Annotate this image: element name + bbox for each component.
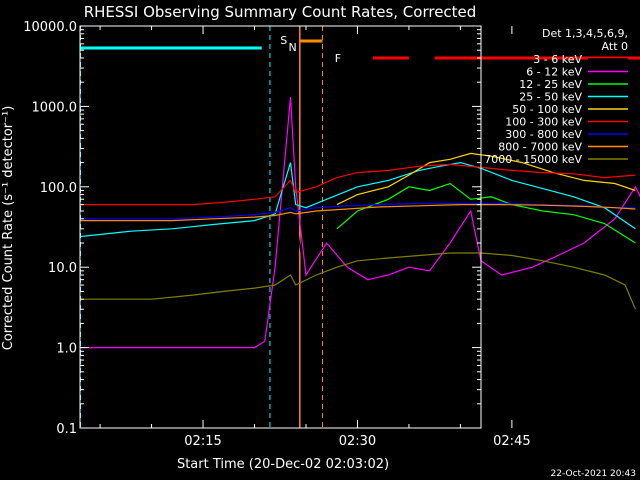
plot-frame — [79, 25, 482, 429]
x-axis-label: Start Time (20-Dec-02 02:03:02) — [177, 457, 389, 472]
legend-entry-label: 3 - 6 keV — [533, 53, 582, 66]
y-tick-label: 10000.0 — [23, 20, 77, 35]
timestamp: 22-Oct-2021 20:43 — [551, 469, 636, 479]
series-line-7000-15000-keV — [79, 252, 636, 310]
y-tick-label: 100.0 — [40, 181, 77, 196]
y-tick-label: 1.0 — [56, 342, 77, 357]
legend-entry-label: 6 - 12 keV — [526, 66, 582, 79]
x-tick-label: 02:15 — [184, 434, 221, 449]
night-flag-label: N — [288, 41, 296, 54]
legend-entry-label: 25 - 50 keV — [519, 91, 582, 104]
x-tick-label: 02:30 — [339, 434, 376, 449]
series-layer — [79, 97, 640, 349]
legend-header-line-2: Att 0 — [602, 40, 628, 53]
legend-entry-label: 300 - 800 keV — [505, 128, 582, 141]
legend-entry-label: 100 - 300 keV — [505, 116, 582, 129]
chart-title: RHESSI Observing Summary Count Rates, Co… — [84, 3, 477, 21]
y-axis-label: Corrected Count Rate (s⁻¹ detector⁻¹) — [1, 106, 16, 351]
flare-flag-label: F — [335, 52, 341, 65]
legend-header-line-1: Det 1,3,4,5,6,9, — [542, 27, 628, 40]
series-line-25-50-keV — [79, 161, 636, 238]
series-line-50-100-keV — [336, 152, 636, 206]
legend-entry-label: 7000 - 15000 keV — [484, 153, 582, 166]
saa-flag-label: S — [280, 34, 287, 47]
y-tick-label: 10.0 — [48, 261, 77, 276]
x-tick-label: 02:45 — [493, 434, 530, 449]
series-line-800-7000-keV — [79, 204, 636, 222]
legend-entry-label: 800 - 7000 keV — [498, 141, 582, 154]
legend-entry-label: 12 - 25 keV — [519, 78, 582, 91]
series-line-6-12-keV — [79, 97, 640, 349]
series-line-12-25-keV — [336, 182, 636, 244]
y-tick-label: 0.1 — [56, 422, 77, 437]
series-line-100-300-keV — [79, 163, 636, 206]
legend-entry-label: 50 - 100 keV — [512, 103, 582, 116]
y-axis: 10000.0 1000.0 100.0 10.0 1.0 0.1 — [23, 20, 481, 437]
y-tick-label: 1000.0 — [32, 100, 78, 115]
